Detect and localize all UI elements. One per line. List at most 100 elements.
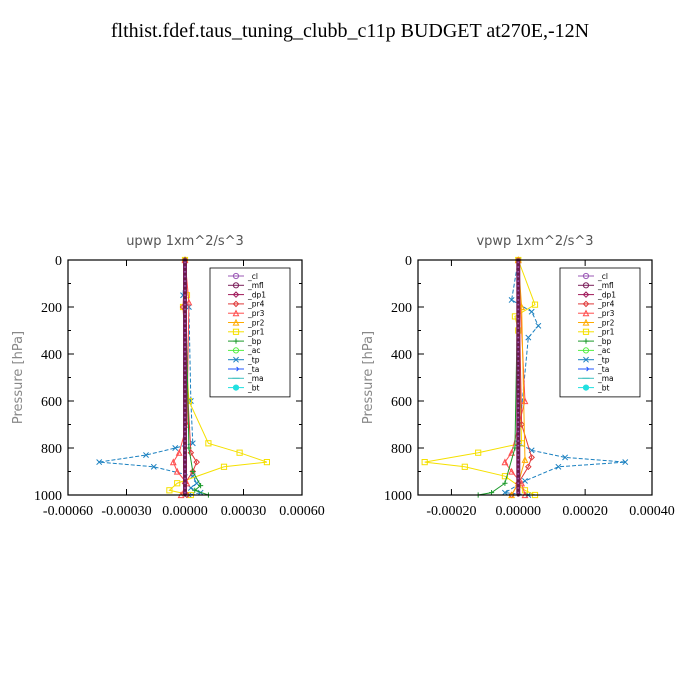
data-point	[183, 267, 187, 271]
legend-label: _pr4	[247, 300, 265, 309]
data-point	[516, 441, 520, 445]
data-point	[525, 334, 532, 341]
data-point	[516, 422, 520, 427]
data-point	[183, 451, 187, 455]
data-point	[183, 427, 187, 431]
data-point	[192, 487, 198, 493]
x-tick-label: -0.00060	[43, 504, 93, 519]
legend-label: _bp	[597, 337, 612, 346]
data-point	[516, 286, 520, 290]
data-point	[183, 300, 187, 304]
data-point	[205, 440, 212, 447]
data-point	[183, 338, 187, 342]
data-point	[502, 480, 508, 486]
legend: _cl_mfl_dp1_pr4_pr3_pr2_pr1_bp_ac_tp_ta_…	[559, 267, 641, 398]
data-point	[516, 385, 520, 389]
legend-marker	[582, 318, 590, 326]
legend-marker	[232, 347, 240, 354]
data-point	[516, 437, 520, 441]
legend-label: _ac	[597, 346, 610, 355]
data-point	[183, 343, 187, 347]
data-point	[183, 437, 187, 441]
y-tick-label: 800	[391, 442, 412, 457]
legend-marker	[582, 282, 590, 289]
data-point	[521, 456, 529, 463]
data-point	[421, 459, 428, 466]
legend-marker	[232, 300, 240, 308]
data-point	[516, 343, 520, 347]
page-title: flthist.fdef.taus_tuning_clubb_c11p BUDG…	[110, 20, 590, 42]
y-tick-label: 200	[391, 301, 412, 316]
legend-marker	[583, 366, 590, 372]
legend-marker	[232, 309, 240, 317]
data-point	[516, 277, 520, 281]
legend-label: _mfl	[597, 281, 614, 290]
data-point	[516, 390, 520, 394]
data-point	[516, 404, 520, 408]
x-tick-label: 0.00020	[562, 504, 608, 519]
data-point	[183, 394, 187, 398]
data-point	[183, 286, 187, 290]
data-point	[508, 448, 516, 456]
data-point	[183, 324, 187, 328]
data-point	[516, 371, 520, 375]
data-point	[183, 333, 187, 337]
y-tick-label: 1000	[384, 489, 412, 504]
legend-marker	[583, 356, 589, 363]
x-tick-label: 0.00040	[629, 504, 675, 519]
data-point	[516, 319, 520, 323]
data-point	[508, 296, 515, 303]
legend-label: _pr3	[247, 309, 265, 318]
data-point	[183, 390, 187, 394]
data-point	[186, 445, 192, 451]
data-point	[220, 463, 228, 470]
data-point	[183, 432, 187, 436]
data-point	[516, 484, 520, 488]
data-point	[183, 314, 187, 318]
y-tick-label: 400	[391, 348, 412, 363]
legend-label: _pr2	[247, 318, 265, 327]
data-point	[183, 263, 187, 267]
data-point	[516, 465, 520, 469]
data-point	[516, 324, 520, 328]
data-point	[516, 427, 520, 431]
data-point	[516, 347, 520, 351]
data-point	[169, 458, 177, 466]
data-point	[501, 489, 508, 496]
y-axis-label: Pressure [hPa]	[361, 331, 376, 424]
x-tick-label: 0.00000	[162, 504, 208, 519]
data-point	[516, 366, 520, 370]
data-point	[183, 347, 187, 351]
legend-label: _bt	[597, 383, 610, 392]
data-point	[516, 394, 520, 398]
data-point	[622, 459, 629, 466]
data-point	[516, 418, 520, 422]
legend-marker	[583, 338, 589, 344]
data-point	[535, 322, 542, 329]
series-line-bp	[184, 259, 209, 496]
data-point	[516, 328, 520, 333]
data-point	[236, 449, 243, 456]
legend-marker	[582, 291, 590, 298]
legend-label: _tp	[597, 356, 610, 365]
legend-marker	[233, 366, 240, 372]
data-point	[189, 440, 196, 447]
data-point	[501, 473, 509, 480]
data-point	[183, 328, 187, 333]
data-point	[516, 408, 520, 412]
data-point	[461, 463, 468, 470]
data-point	[516, 263, 520, 267]
data-point	[150, 463, 157, 470]
data-point	[516, 479, 520, 483]
data-point	[183, 272, 187, 276]
data-point	[516, 460, 520, 464]
plot-frame	[67, 259, 303, 496]
legend-marker	[232, 328, 240, 335]
data-point	[143, 452, 149, 459]
series-line-pr2	[511, 259, 526, 496]
legend-label: _pr3	[597, 309, 615, 318]
data-point	[183, 385, 187, 389]
legend-label: _ta	[247, 365, 259, 374]
data-point	[183, 484, 187, 488]
